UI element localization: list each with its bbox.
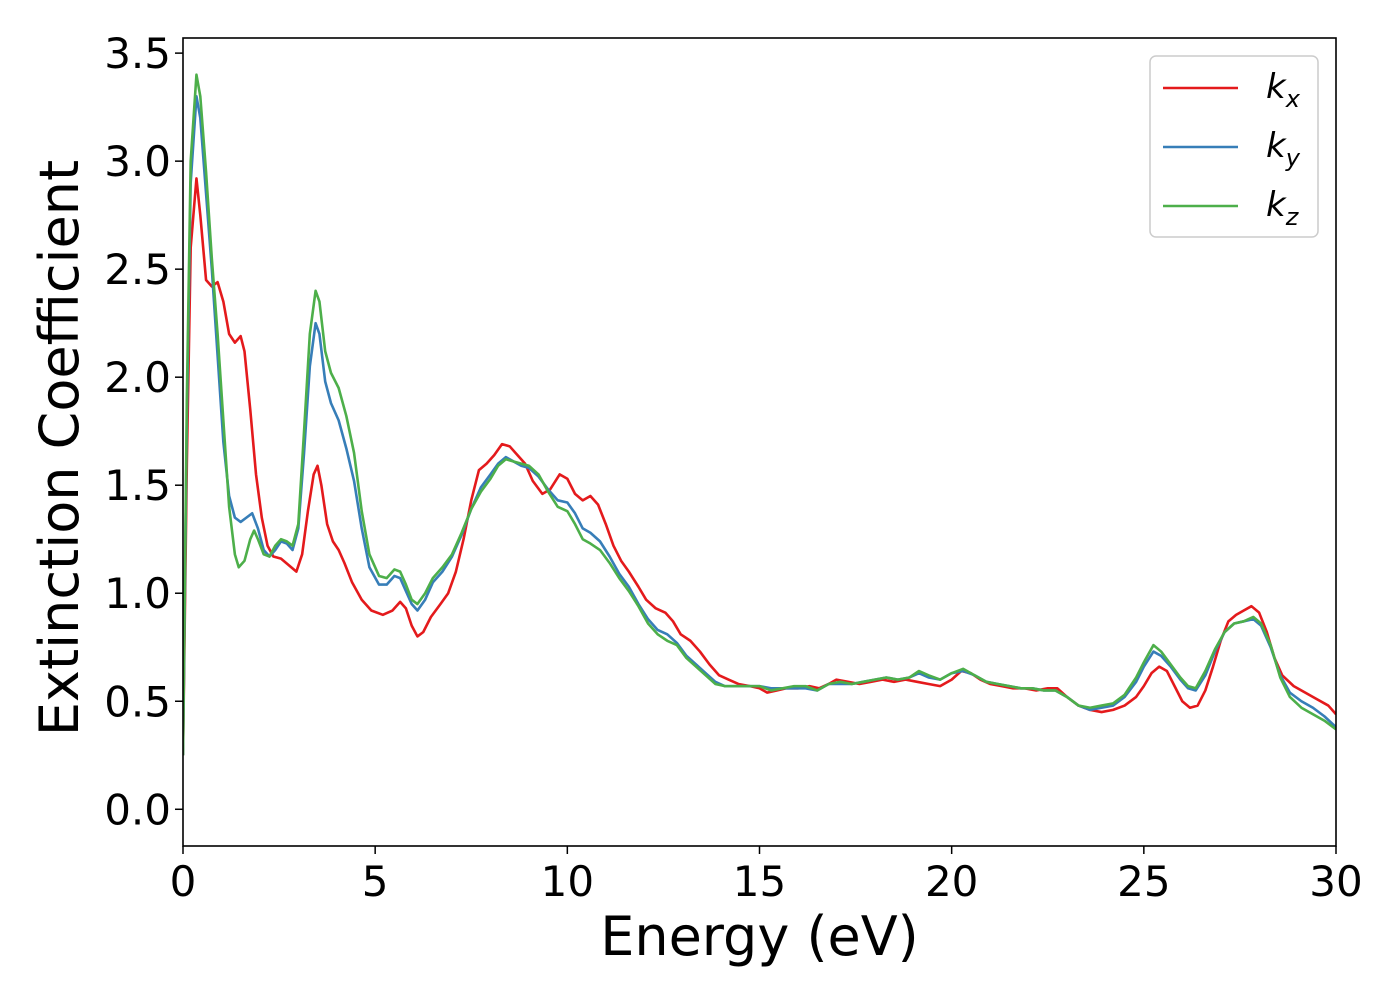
legend-label-base: k: [1266, 67, 1287, 107]
series-line-z: [183, 73, 1336, 756]
legend-label-subscript: x: [1285, 85, 1301, 113]
x-tick-label: 0: [170, 857, 197, 906]
x-axis: 0 5 10 15 20 25 30: [170, 846, 1363, 906]
legend-label-subscript: z: [1285, 203, 1300, 231]
series-layer: [183, 73, 1336, 756]
x-tick-label: 10: [541, 857, 594, 906]
legend-label-base: k: [1266, 185, 1287, 225]
y-tick-label: 3.5: [104, 29, 171, 78]
y-tick-label: 2.0: [104, 353, 171, 402]
y-tick-label: 1.5: [104, 461, 171, 510]
x-tick-label: 15: [733, 857, 786, 906]
x-tick-label: 5: [362, 857, 389, 906]
y-tick-label: 1.0: [104, 569, 171, 618]
legend-label-subscript: y: [1285, 144, 1301, 172]
x-tick-label: 20: [925, 857, 978, 906]
legend-label-base: k: [1266, 126, 1287, 166]
series-line-x: [183, 177, 1336, 756]
y-axis-label: Extinction Coefficient: [28, 160, 91, 736]
x-tick-label: 30: [1309, 857, 1362, 906]
x-tick-label: 25: [1117, 857, 1170, 906]
y-tick-label: 3.0: [104, 137, 171, 186]
y-tick-label: 0.0: [104, 785, 171, 834]
legend-label-x: kx: [1266, 67, 1301, 113]
y-tick-label: 0.5: [104, 677, 171, 726]
y-tick-label: 2.5: [104, 245, 171, 294]
legend-label-z: kz: [1266, 185, 1300, 231]
legend-label-y: ky: [1266, 126, 1301, 172]
x-axis-label: Energy (eV): [600, 905, 919, 968]
y-axis: 0.0 0.5 1.0 1.5 2.0 2.5 3.0 3.5: [104, 29, 183, 834]
